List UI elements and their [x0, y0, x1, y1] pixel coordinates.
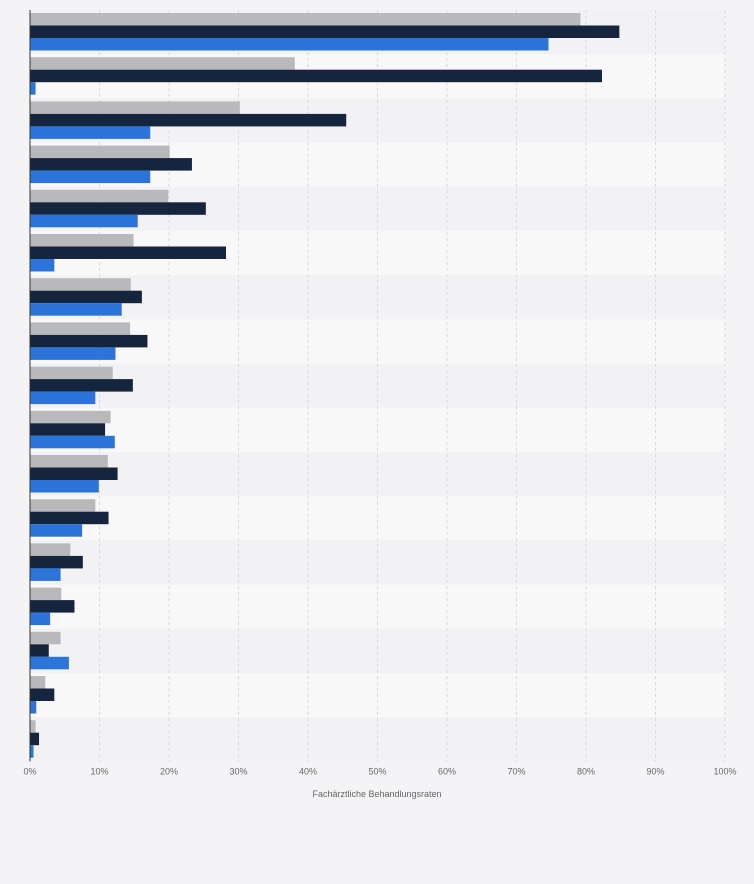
bar-s3-c12: [30, 524, 83, 537]
bar-s2-c11: [30, 467, 118, 480]
bar-s1-c6: [30, 234, 134, 247]
bar-s3-c3: [30, 126, 151, 139]
bar-s3-c14: [30, 612, 51, 626]
bar-s3-c15: [30, 656, 69, 670]
bar-s1-c17: [30, 720, 36, 733]
bar-s1-c10: [30, 410, 111, 424]
bar-s2-c17: [30, 732, 40, 746]
x-tick-label: 30%: [229, 766, 247, 776]
x-tick-label: 40%: [299, 766, 317, 776]
x-tick-label: 60%: [438, 766, 456, 776]
bar-s1-c2: [30, 57, 295, 70]
bar-s3-c4: [30, 170, 151, 184]
bar-s2-c7: [30, 290, 142, 304]
bar-s3-c16: [30, 701, 37, 714]
x-tick-label: 50%: [368, 766, 386, 776]
bar-s3-c5: [30, 214, 138, 228]
x-tick-label: 100%: [713, 766, 736, 776]
bar-s1-c15: [30, 631, 61, 645]
bar-s1-c11: [30, 455, 108, 468]
bar-s3-c2: [30, 82, 36, 95]
bar-s1-c12: [30, 499, 96, 512]
bar-s1-c16: [30, 676, 46, 689]
bar-s1-c14: [30, 587, 62, 601]
gridlines: [99, 10, 726, 762]
bar-s2-c14: [30, 600, 75, 613]
bar-s2-c2: [30, 69, 602, 83]
bar-s2-c3: [30, 113, 347, 127]
bar-s1-c1: [30, 13, 581, 26]
bar-s2-c6: [30, 246, 226, 259]
bar-s3-c1: [30, 38, 549, 51]
bar-s2-c5: [30, 202, 206, 215]
bar-s1-c7: [30, 278, 131, 291]
bar-s2-c1: [30, 25, 620, 38]
bar-s2-c8: [30, 334, 148, 348]
x-axis-ticks: 0% 10% 20% 30% 40% 50% 60% 70% 80% 90% 100%: [23, 766, 736, 776]
bar-s3-c11: [30, 480, 99, 493]
bar-s2-c10: [30, 423, 106, 436]
x-axis-title: Fachärztliche Behandlungsraten: [312, 789, 441, 799]
bar-s2-c15: [30, 644, 49, 657]
bar-s3-c9: [30, 391, 96, 405]
x-tick-label: 80%: [577, 766, 595, 776]
bars: [30, 13, 620, 758]
bar-s2-c12: [30, 511, 109, 525]
bar-s1-c3: [30, 101, 240, 114]
bar-s1-c13: [30, 543, 71, 556]
bar-s3-c10: [30, 435, 115, 449]
x-tick-label: 0%: [23, 766, 36, 776]
bar-s3-c8: [30, 347, 116, 360]
bar-s3-c17: [30, 745, 34, 758]
x-tick-label: 70%: [507, 766, 525, 776]
bar-s1-c5: [30, 189, 169, 203]
bar-s3-c13: [30, 568, 61, 581]
bar-s1-c8: [30, 322, 131, 335]
x-tick-label: 20%: [160, 766, 178, 776]
bar-s2-c9: [30, 379, 133, 392]
bar-s2-c4: [30, 158, 192, 171]
x-tick-label: 10%: [90, 766, 108, 776]
bar-s1-c4: [30, 145, 170, 159]
bar-s2-c13: [30, 555, 83, 569]
bar-s3-c7: [30, 303, 122, 316]
bar-s3-c6: [30, 259, 55, 272]
bar-s2-c16: [30, 688, 55, 701]
x-tick-label: 90%: [646, 766, 664, 776]
bar-s1-c9: [30, 366, 113, 380]
